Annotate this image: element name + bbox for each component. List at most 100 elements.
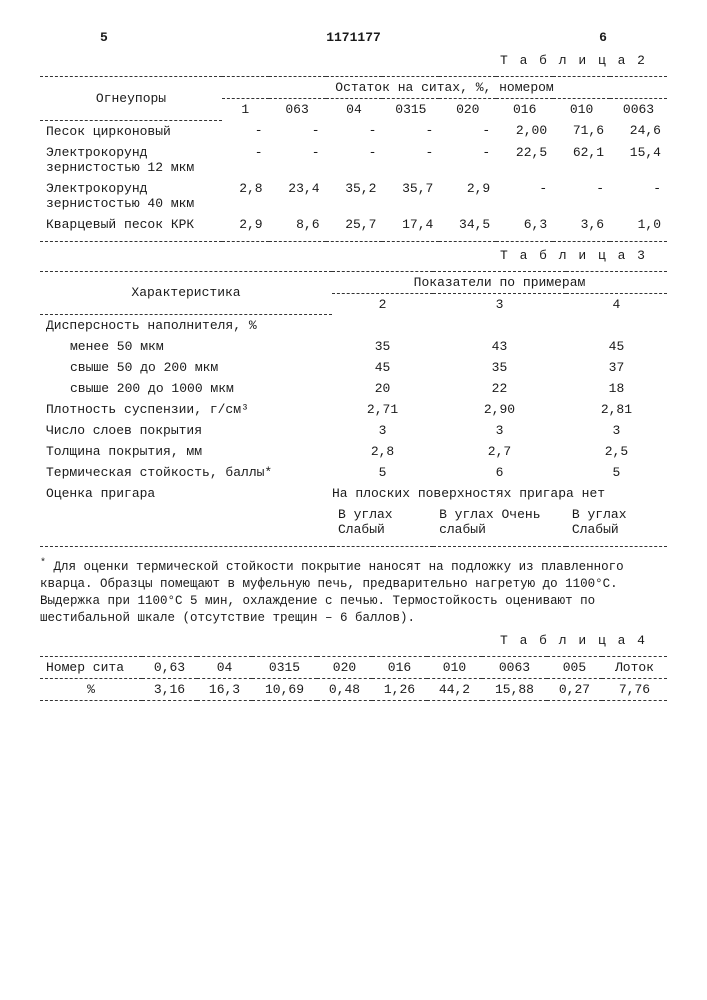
t3-head-left: Характеристика [40,271,332,315]
footnote-star: * [40,558,46,569]
t3-cell: 2,8 [332,441,433,462]
t2-cell: 35,2 [326,178,383,214]
t4-c: 0063 [482,656,547,678]
t2-cell: - [496,178,553,214]
t3-head-group: Показатели по примерам [332,271,667,293]
t2-cell: 6,3 [496,214,553,235]
t2-cell: 15,4 [610,142,667,178]
t3-rowname: менее 50 мкм [40,336,332,357]
t2-cell: - [326,142,383,178]
t2-cell: 17,4 [382,214,439,235]
t3-cell: 18 [566,378,667,399]
t2-cell: 2,9 [439,178,496,214]
t4-c: 016 [372,656,427,678]
t3-cell: 22 [433,378,566,399]
t3-cell: 3 [433,420,566,441]
t4-c: 7,76 [602,678,667,700]
t3-assess-span: На плоских поверхностях пригара нет [332,483,667,504]
t2-cell: - [610,178,667,214]
t2-col: 04 [326,99,383,121]
table4: Номер сита 0,63 04 0315 020 016 010 0063… [40,650,667,701]
t3-cell: 3 [332,420,433,441]
t2-cell: 24,6 [610,120,667,142]
t4-r2-label: % [40,678,142,700]
t2-cell: - [553,178,610,214]
t2-cell: 25,7 [326,214,383,235]
t2-rowname: Кварцевый песок КРК [40,214,222,235]
t4-c: 005 [547,656,602,678]
t2-cell: 1,0 [610,214,667,235]
t2-cell: - [382,142,439,178]
t2-cell: 2,8 [222,178,269,214]
t2-cell: 8,6 [269,214,326,235]
t3-rowname: свыше 200 до 1000 мкм [40,378,332,399]
t4-c: 0,48 [317,678,372,700]
t2-cell: 71,6 [553,120,610,142]
t4-c: 010 [427,656,482,678]
t2-col: 020 [439,99,496,121]
t2-col: 063 [269,99,326,121]
t4-c: 0315 [252,656,317,678]
t3-cell: 45 [332,357,433,378]
t2-cell: 2,9 [222,214,269,235]
t3-rowname: Термическая стойкость, баллы* [40,462,332,483]
t4-c: 0,63 [142,656,197,678]
t3-section: Дисперсность наполнителя, % [40,315,667,337]
t3-rowname: Число слоев покрытия [40,420,332,441]
t4-c: 1,26 [372,678,427,700]
t3-cell: 3 [566,420,667,441]
footnote-text: Для оценки термической стойкости покрыти… [40,560,624,625]
t3-cell: 20 [332,378,433,399]
t4-c: 10,69 [252,678,317,700]
t3-rowname: свыше 50 до 200 мкм [40,357,332,378]
t2-cell: 34,5 [439,214,496,235]
t3-assess-label: Оценка пригара [40,483,332,504]
t3-cell: 45 [566,336,667,357]
t4-c: 15,88 [482,678,547,700]
t3-col: 3 [433,293,566,315]
t3-cell: 2,81 [566,399,667,420]
t3-assess-c: В углах Слабый [566,504,667,540]
t2-cell: 2,00 [496,120,553,142]
t3-cell: 2,71 [332,399,433,420]
t2-cell: - [439,120,496,142]
t2-cell: - [222,120,269,142]
t2-col: 1 [222,99,269,121]
t3-cell: 2,5 [566,441,667,462]
t3-rowname: Толщина покрытия, мм [40,441,332,462]
t2-rowname: Электрокорунд зернистостью 12 мкм [40,142,222,178]
table3-caption: Т а б л и ц а 3 [40,248,647,263]
footnote: * Для оценки термической стойкости покры… [40,557,667,627]
t2-head-group: Остаток на ситах, %, номером [222,77,667,99]
t4-c: 04 [197,656,252,678]
t3-cell: 2,90 [433,399,566,420]
page-num-left: 5 [100,30,108,45]
t3-cell: 37 [566,357,667,378]
t2-rowname: Песок цирконовый [40,120,222,142]
t3-cell: 5 [566,462,667,483]
doc-number: 1171177 [326,30,381,45]
page-header: 5 1171177 6 [100,30,607,45]
t2-col: 010 [553,99,610,121]
t2-head-left: Огнеупоры [40,77,222,121]
table2: Огнеупоры Остаток на ситах, %, номером 1… [40,70,667,242]
table4-caption: Т а б л и ц а 4 [40,633,647,648]
t4-c: 16,3 [197,678,252,700]
t3-cell: 6 [433,462,566,483]
t2-cell: - [382,120,439,142]
t3-rowname: Плотность суспензии, г/см³ [40,399,332,420]
t2-col: 0063 [610,99,667,121]
table2-caption: Т а б л и ц а 2 [40,53,647,68]
t3-assess-c: В углах Слабый [332,504,433,540]
t4-c: Лоток [602,656,667,678]
t2-cell: 62,1 [553,142,610,178]
t2-cell: 23,4 [269,178,326,214]
t2-col: 0315 [382,99,439,121]
t3-cell: 2,7 [433,441,566,462]
t4-c: 3,16 [142,678,197,700]
table3: Характеристика Показатели по примерам 2 … [40,265,667,548]
t2-cell: - [269,120,326,142]
t4-c: 44,2 [427,678,482,700]
t4-c: 020 [317,656,372,678]
t2-cell: - [439,142,496,178]
